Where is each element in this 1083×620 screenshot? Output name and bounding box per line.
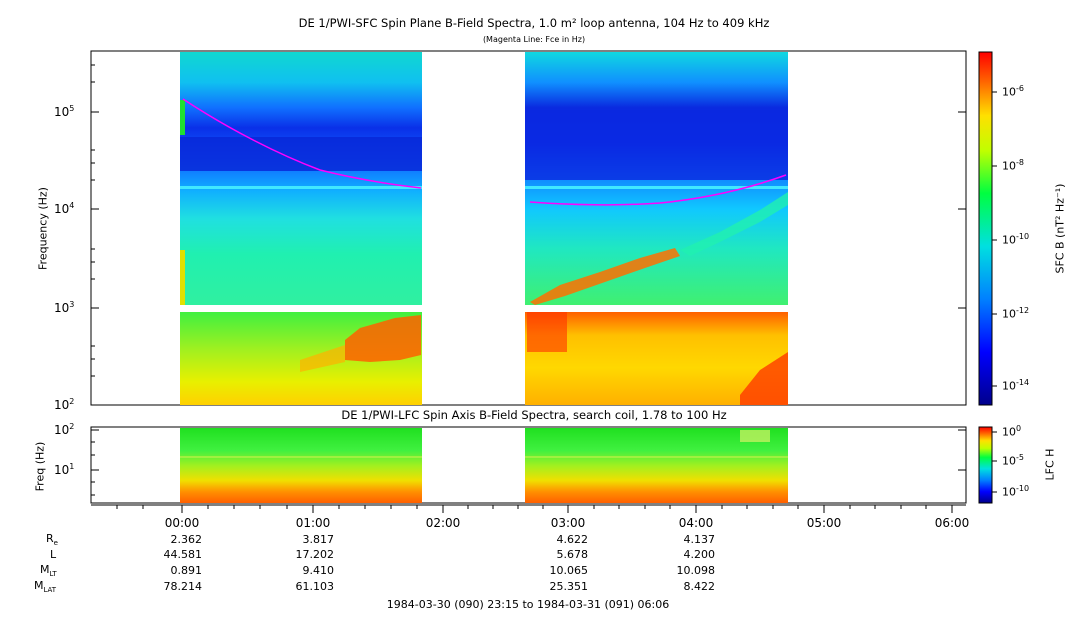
sfc-cbar-tick-5: 10-14 bbox=[1002, 378, 1030, 393]
time-label-0400: 04:00 bbox=[678, 516, 714, 530]
sfc-cyan-line-1 bbox=[180, 186, 422, 189]
sfc-cbar-tick-2: 10-8 bbox=[1002, 158, 1024, 173]
sfc-lf-block-2 bbox=[525, 312, 788, 405]
eph-label-mlt: MLT bbox=[40, 563, 57, 578]
lfc-title: DE 1/PWI-LFC Spin Axis B-Field Spectra, … bbox=[341, 408, 727, 422]
date-range: 1984-03-30 (090) 23:15 to 1984-03-31 (09… bbox=[386, 598, 670, 611]
sfc-cyan-line-2 bbox=[525, 186, 788, 189]
lfc-stripe-2 bbox=[525, 456, 788, 458]
fce-line-1 bbox=[182, 98, 422, 189]
sfc-edge-strip-2 bbox=[180, 250, 185, 305]
eph-mlt-0400: 10.098 bbox=[676, 564, 716, 577]
colorbar-ticks bbox=[992, 91, 997, 493]
sfc-cbar-tick-1: 10-6 bbox=[1002, 84, 1024, 99]
sfc-dark-band-2 bbox=[525, 110, 788, 180]
sfc-title: DE 1/PWI-SFC Spin Plane B-Field Spectra,… bbox=[298, 16, 770, 30]
eph-mlt-0000: 0.891 bbox=[170, 564, 203, 577]
lfc-bright-spot bbox=[740, 430, 770, 442]
eph-mlt-0300: 10.065 bbox=[549, 564, 589, 577]
eph-re-0100: 3.817 bbox=[302, 533, 335, 546]
eph-label-mlt-main: M bbox=[40, 563, 50, 576]
sfc-cbar-tick-4: 10-12 bbox=[1002, 306, 1030, 321]
eph-l-0400: 4.200 bbox=[683, 548, 716, 561]
eph-l-0300: 5.678 bbox=[556, 548, 589, 561]
eph-re-0300: 4.622 bbox=[556, 533, 589, 546]
lfc-block-1 bbox=[180, 428, 422, 503]
eph-l-0000: 44.581 bbox=[163, 548, 203, 561]
sfc-colorbar bbox=[978, 51, 993, 406]
eph-mlat-0100: 61.103 bbox=[295, 580, 335, 593]
lfc-yaxis-ticks bbox=[91, 429, 966, 496]
sfc-ytick-1e3: 103 bbox=[54, 300, 75, 315]
lfc-ytick-1e2: 102 bbox=[54, 422, 75, 437]
eph-l-0100: 17.202 bbox=[295, 548, 335, 561]
sfc-dark-band-1 bbox=[180, 137, 422, 171]
fce-line-2 bbox=[529, 174, 787, 206]
eph-label-mlat-sub: LAT bbox=[43, 586, 57, 595]
sfc-subtitle: (Magenta Line: Fce in Hz) bbox=[482, 35, 586, 44]
time-label-0200: 02:00 bbox=[425, 516, 461, 530]
eph-label-mlat: MLAT bbox=[34, 579, 56, 594]
lfc-cbar-tick-3: 10-10 bbox=[1002, 484, 1030, 499]
sfc-yaxis-ticks bbox=[91, 64, 966, 377]
eph-label-re: Re bbox=[46, 532, 58, 547]
sfc-ytick-1e5: 105 bbox=[54, 104, 75, 119]
sfc-ytick-1e2: 102 bbox=[54, 397, 75, 412]
eph-mlt-0100: 9.410 bbox=[302, 564, 335, 577]
sfc-rise-2 bbox=[680, 192, 788, 256]
sfc-emission-3 bbox=[740, 352, 788, 405]
sfc-ytick-1e4: 104 bbox=[54, 201, 75, 216]
time-label-0000: 00:00 bbox=[164, 516, 200, 530]
lfc-cbar-tick-1: 100 bbox=[1002, 424, 1022, 439]
eph-label-l-main: L bbox=[50, 548, 57, 561]
time-axis bbox=[91, 504, 966, 513]
eph-label-l: L bbox=[50, 548, 56, 561]
time-label-0100: 01:00 bbox=[295, 516, 331, 530]
lfc-cbar-tick-2: 10-5 bbox=[1002, 453, 1024, 468]
sfc-rise-1 bbox=[300, 345, 345, 372]
eph-label-re-sub: e bbox=[53, 539, 58, 548]
sfc-emission-1 bbox=[345, 315, 421, 362]
eph-re-0000: 2.362 bbox=[170, 533, 203, 546]
lfc-stripe-1 bbox=[180, 456, 422, 458]
eph-mlat-0000: 78.214 bbox=[163, 580, 203, 593]
lfc-ytick-1e1: 101 bbox=[54, 462, 75, 477]
eph-label-mlt-sub: LT bbox=[49, 570, 57, 579]
eph-mlat-0300: 25.351 bbox=[549, 580, 589, 593]
lfc-colorbar bbox=[978, 426, 993, 504]
time-label-0500: 05:00 bbox=[806, 516, 842, 530]
sfc-emission-2 bbox=[527, 312, 567, 352]
eph-mlat-0400: 8.422 bbox=[683, 580, 716, 593]
time-label-0600: 06:00 bbox=[934, 516, 970, 530]
sfc-chorus-2 bbox=[530, 248, 680, 305]
eph-label-re-main: R bbox=[46, 532, 54, 545]
sfc-cbar-tick-3: 10-10 bbox=[1002, 232, 1030, 247]
eph-label-mlat-main: M bbox=[34, 579, 44, 592]
eph-re-0400: 4.137 bbox=[683, 533, 716, 546]
sfc-hf-block-1 bbox=[180, 52, 422, 305]
time-label-0300: 03:00 bbox=[550, 516, 586, 530]
sfc-edge-strip-1 bbox=[180, 100, 185, 135]
